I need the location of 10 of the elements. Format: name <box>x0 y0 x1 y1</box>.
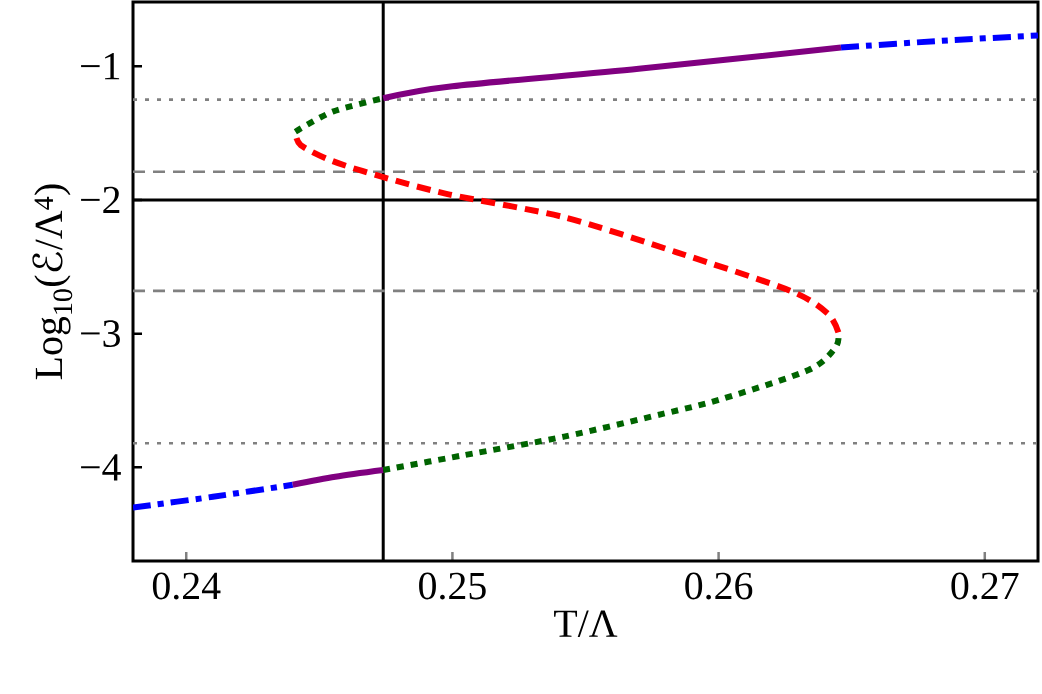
x-tick-label: 0.26 <box>685 572 753 600</box>
y-tick-label: −4 <box>81 454 121 481</box>
y-axis-title: Log$_{10}$(ℰ/Λ$^{4}$) <box>32 184 73 380</box>
x-tick-label: 0.27 <box>951 572 1019 600</box>
y-tick-label: −3 <box>81 320 120 348</box>
y-tick-label: −1 <box>81 53 120 80</box>
x-tick-label: 0.25 <box>419 572 486 600</box>
x-axis-title: T/Λ <box>554 610 618 638</box>
x-tick-label: 0.24 <box>152 572 221 600</box>
y-tick-label: −2 <box>81 186 120 214</box>
